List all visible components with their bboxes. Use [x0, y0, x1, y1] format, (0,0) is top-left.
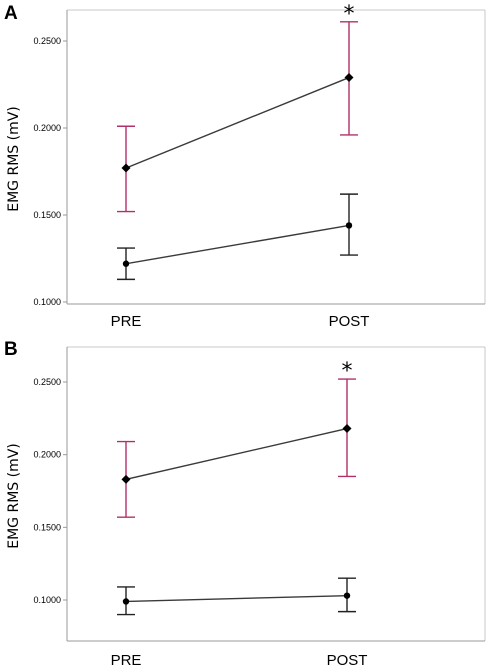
- chart-panel-a: A 0.1000 0.1500 0.2000 0.2500 PRE POST EMG RMS …: [4, 2, 486, 330]
- y-tick-label: 0.2500: [33, 377, 61, 387]
- panel-label: A: [4, 3, 18, 24]
- y-tick-label: 0.1500: [33, 210, 61, 220]
- data-point-circle: [345, 222, 353, 229]
- data-point-diamond: [342, 424, 352, 434]
- data-point-diamond: [121, 474, 131, 484]
- significance-marker: *: [344, 2, 355, 27]
- panel-label: B: [4, 339, 18, 360]
- data-point-circle: [343, 592, 351, 599]
- series-line: [125, 594, 348, 603]
- x-tick-label: POST: [327, 652, 368, 669]
- chart-panel-b: B 0.1000 0.1500 0.2000 0.2500 PRE POST EMG RMS …: [4, 339, 486, 669]
- y-tick-label: 0.2000: [33, 123, 61, 133]
- data-point-diamond: [121, 163, 131, 173]
- data-point-diamond: [344, 73, 354, 83]
- y-axis-title: EMG RMS (mV): [6, 106, 22, 212]
- y-tick-label: 0.1000: [33, 297, 61, 307]
- y-tick-label: 0.1000: [33, 595, 61, 605]
- y-tick-label: 0.2000: [33, 450, 61, 460]
- y-tick-label: 0.1500: [33, 522, 61, 532]
- y-axis-title: EMG RMS (mV): [6, 443, 22, 549]
- data-point-circle: [122, 260, 130, 267]
- data-point-circle: [122, 598, 130, 605]
- x-tick-label: PRE: [111, 313, 142, 330]
- series-line: [125, 427, 348, 481]
- y-tick-label: 0.2500: [33, 36, 61, 46]
- series-line: [125, 224, 350, 265]
- series-line: [125, 76, 350, 169]
- significance-marker: *: [342, 359, 353, 384]
- x-tick-label: PRE: [111, 652, 142, 669]
- x-tick-label: POST: [329, 313, 370, 330]
